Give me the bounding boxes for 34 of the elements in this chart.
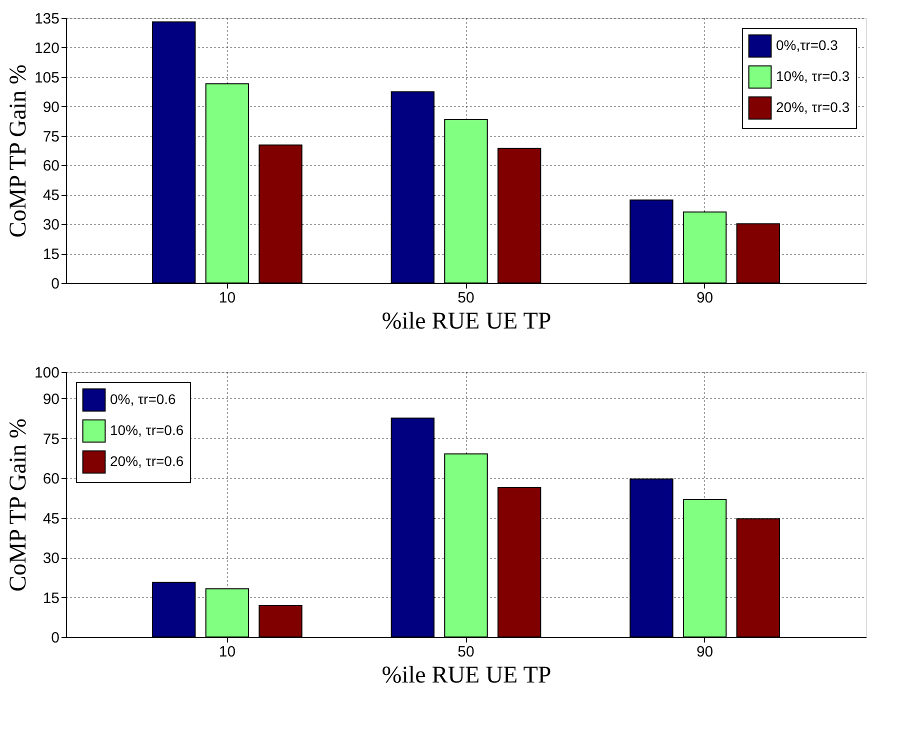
x-tick-label: 90	[696, 644, 714, 660]
legend-label: 10%, τr=0.3	[776, 68, 850, 84]
y-tick-label: 30	[42, 216, 60, 234]
y-axis-title: CoMP TP Gain %	[5, 418, 32, 592]
legend-label: 0%, τr=0.6	[110, 391, 176, 407]
y-tick-label: 135	[34, 10, 60, 28]
x-tick-label: 50	[458, 290, 474, 306]
y-tick-label: 60	[42, 158, 60, 175]
y-tick-label: 15	[42, 246, 60, 264]
y-tick-label: 120	[34, 40, 60, 57]
y-tick-label: 75	[42, 128, 60, 146]
y-tick-label: 15	[42, 590, 60, 607]
y-tick-label: 90	[42, 98, 60, 116]
x-tick-label: 10	[218, 290, 236, 306]
y-tick-label: 45	[42, 510, 60, 528]
y-tick-label: 105	[34, 69, 60, 86]
y-tick-label: 75	[42, 430, 60, 448]
y-tick-label: 0	[51, 276, 60, 292]
x-axis-title: %ile RUE UE TP	[382, 308, 552, 334]
y-tick-label: 100	[34, 364, 60, 382]
legend-label: 0%,τr=0.3	[776, 37, 838, 53]
x-tick-label: 10	[218, 644, 236, 660]
y-tick-label: 60	[42, 470, 60, 488]
legend-label: 10%, τr=0.6	[110, 422, 184, 438]
y-tick-label: 0	[51, 630, 60, 646]
y-axis-title: CoMP TP Gain %	[5, 64, 32, 238]
y-tick-label: 90	[42, 391, 60, 408]
x-tick-label: 90	[696, 290, 714, 306]
x-axis-title: %ile RUE UE TP	[382, 662, 552, 688]
legend-label: 20%, τr=0.3	[776, 99, 850, 115]
legend-label: 20%, τr=0.6	[110, 453, 184, 469]
y-tick-label: 30	[42, 550, 60, 567]
y-tick-label: 45	[42, 187, 60, 204]
x-tick-label: 50	[458, 644, 474, 660]
